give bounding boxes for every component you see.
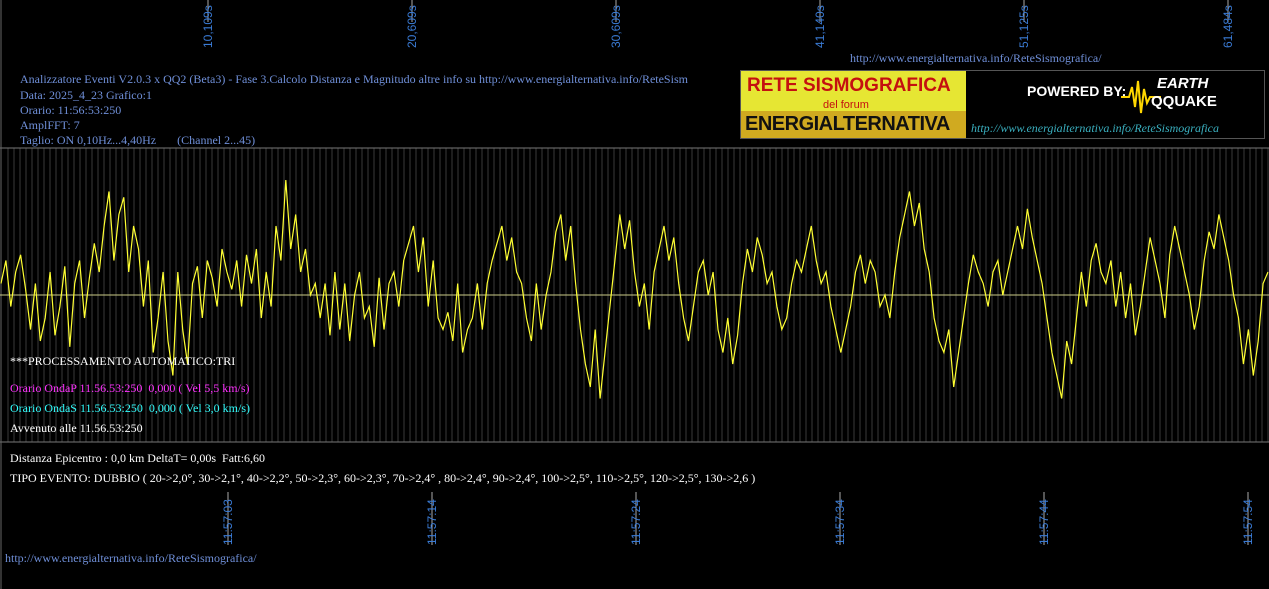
header-date: Data: 2025_4_23 Grafico:1 (20, 88, 152, 102)
footer-url-link[interactable]: http://www.energialternativa.info/ReteSi… (5, 551, 257, 565)
header-filter: Taglio: ON 0,10Hz...4,40Hz (Channel 2...… (20, 133, 256, 147)
onda-s-time: Orario OndaS 11.56.53:250 0,000 ( Vel 3,… (10, 401, 250, 415)
header-title: Analizzatore Eventi V2.0.3 x QQ2 (Beta3)… (20, 72, 688, 86)
bottom-tick-label: 11:57:44 (1037, 499, 1051, 545)
logo-name: ENERGIALTERNATIVA (745, 113, 950, 135)
top-tick-label: 51,125s (1017, 5, 1031, 48)
bottom-tick-label: 11:57:24 (629, 499, 643, 545)
seismic-trace (0, 179, 1269, 399)
top-tick-label: 20,609s (405, 5, 419, 48)
top-tick-label: 10,109s (201, 5, 215, 48)
logo-earth: EARTH (1157, 75, 1209, 92)
top-tick-label: 61,484s (1221, 5, 1235, 48)
top-url-link[interactable]: http://www.energialternativa.info/ReteSi… (850, 51, 1102, 65)
bottom-tick-label: 11:57:14 (425, 499, 439, 545)
top-tick-label: 41,140s (813, 5, 827, 48)
bottom-tick-label: 11:57:54 (1241, 499, 1255, 545)
header-ampl: AmplFFT: 7 (20, 118, 80, 132)
seismograph-icon (1121, 80, 1161, 114)
header-time: Orario: 11:56:53:250 (20, 103, 122, 117)
event-time: Avvenuto alle 11.56.53:250 (10, 421, 143, 435)
distance-info: Distanza Epicentro : 0,0 km DeltaT= 0,00… (10, 451, 266, 465)
top-tick-label: 30,609s (609, 5, 623, 48)
processing-auto: ***PROCESSAMENTO AUTOMATICO:TRI (10, 354, 236, 368)
logo-subtitle: del forum (823, 99, 869, 111)
logo-url[interactable]: http://www.energialternativa.info/ReteSi… (971, 121, 1219, 135)
logo-gold-band (741, 111, 966, 138)
bottom-tick-label: 11:57:34 (833, 499, 847, 545)
logo-quake: QQUAKE (1151, 93, 1217, 110)
rete-sismografica-logo[interactable]: RETE SISMOGRAFICA del forum ENERGIALTERN… (740, 70, 1265, 139)
logo-powered-by: POWERED BY: (1027, 83, 1127, 99)
onda-p-time: Orario OndaP 11.56.53:250 0,000 ( Vel 5,… (10, 381, 250, 395)
bottom-tick-label: 11:57:03 (221, 499, 235, 545)
logo-title: RETE SISMOGRAFICA (747, 75, 951, 96)
event-type: TIPO EVENTO: DUBBIO ( 20->2,0°, 30->2,1°… (10, 471, 756, 485)
